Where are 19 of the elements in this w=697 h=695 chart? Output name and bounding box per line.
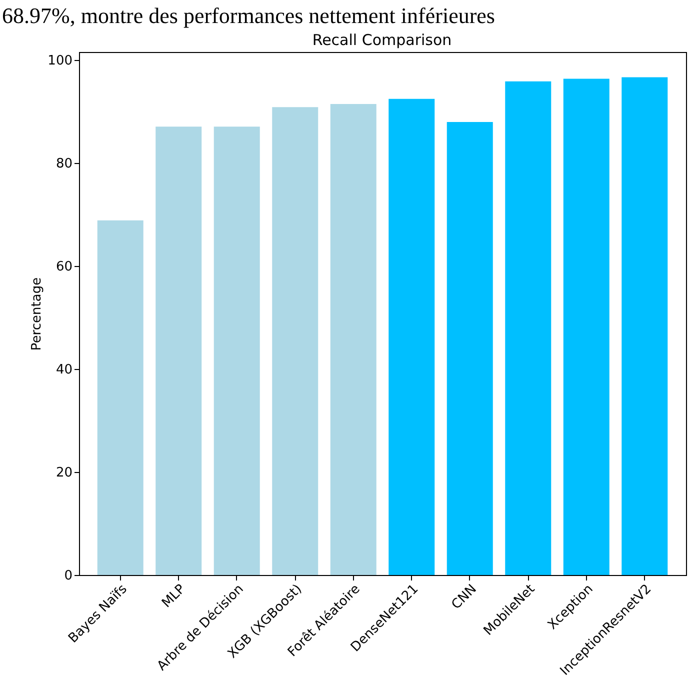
bar xyxy=(388,98,435,575)
y-axis-title: Percentage xyxy=(30,277,45,351)
bar xyxy=(330,104,376,575)
y-tick-label: 40 xyxy=(56,362,72,378)
y-tick-label: 100 xyxy=(48,54,72,69)
y-tick-label: 60 xyxy=(56,260,72,275)
y-tick-label: 20 xyxy=(56,466,72,481)
chart-title: Recall Comparison xyxy=(312,31,452,49)
bar xyxy=(272,107,318,575)
text: 68.97%, montre des performances nettement inférieures xyxy=(2,3,495,28)
y-tick-label: 80 xyxy=(56,156,72,172)
bar xyxy=(505,81,552,575)
bar xyxy=(446,122,493,575)
bar xyxy=(622,77,668,575)
bar xyxy=(563,78,610,575)
bar xyxy=(156,126,202,575)
y-tick-label: 0 xyxy=(64,568,72,584)
bar xyxy=(97,220,144,575)
bar xyxy=(214,126,260,575)
